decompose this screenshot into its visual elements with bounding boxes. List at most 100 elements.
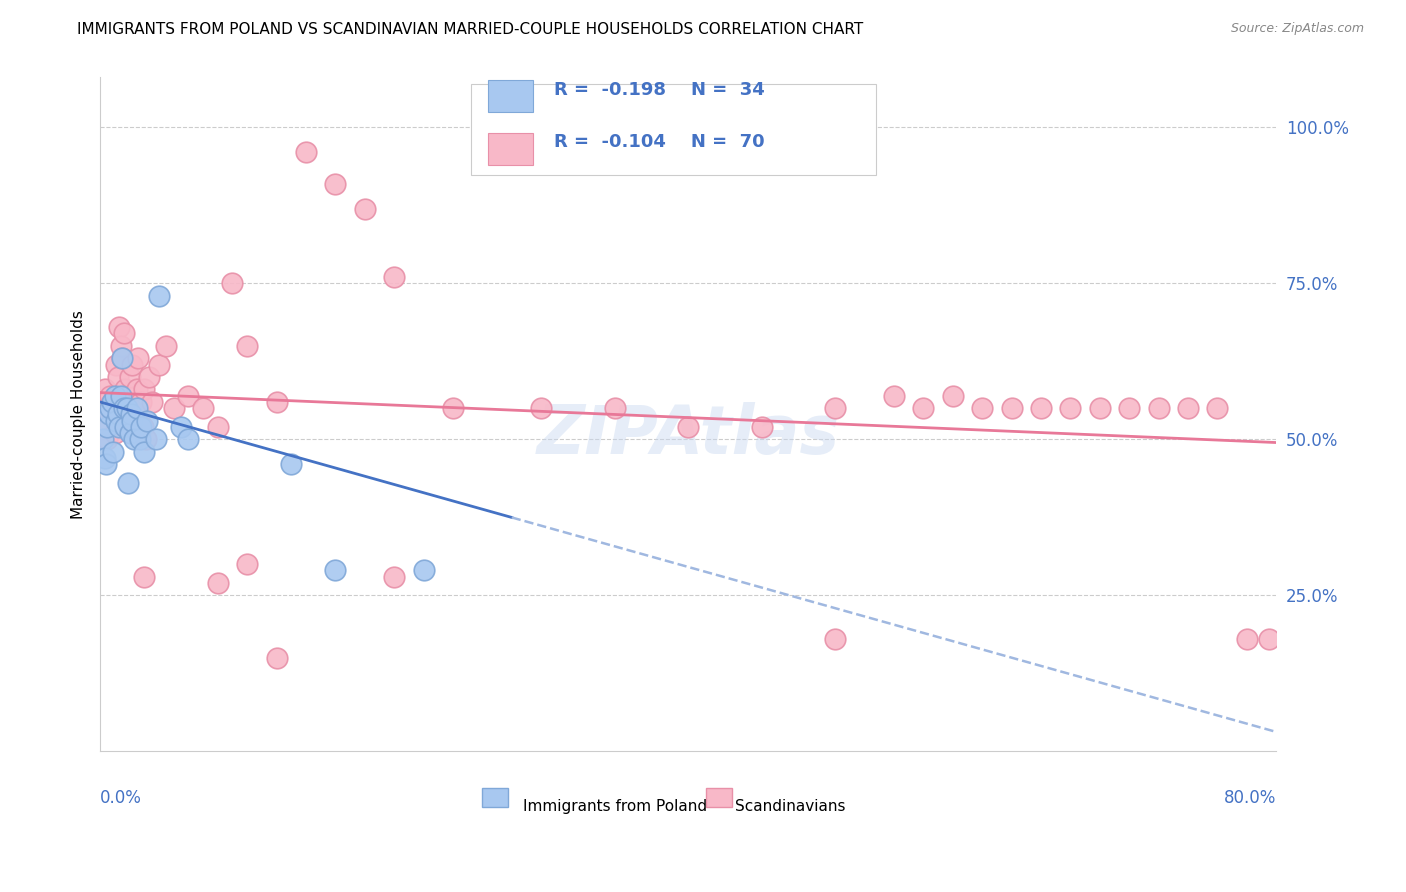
Point [112,401,135,416]
Point [942,389,965,403]
Point [93,383,115,397]
Point [1177,401,1199,416]
Point [266,651,288,665]
Point [134,445,156,459]
Point [323,177,346,191]
Point [97,408,120,422]
Point [136,414,159,428]
Point [883,389,905,403]
FancyBboxPatch shape [482,788,508,806]
Point [382,570,405,584]
Point [141,395,163,409]
Point [412,564,434,578]
Point [148,289,170,303]
Point [121,414,143,428]
Point [207,576,229,591]
Point [1236,632,1258,647]
Point [129,420,152,434]
FancyBboxPatch shape [488,133,533,165]
Point [972,401,994,416]
Point [93,451,115,466]
Point [91,401,114,416]
Text: Source: ZipAtlas.com: Source: ZipAtlas.com [1230,22,1364,36]
Point [280,458,302,472]
Point [122,420,145,434]
Point [94,420,117,434]
Point [824,632,846,647]
Text: IMMIGRANTS FROM POLAND VS SCANDINAVIAN MARRIED-COUPLE HOUSEHOLDS CORRELATION CHA: IMMIGRANTS FROM POLAND VS SCANDINAVIAN M… [77,22,863,37]
Point [114,383,136,397]
Point [107,408,129,422]
Point [138,370,160,384]
Point [323,564,346,578]
FancyBboxPatch shape [488,80,533,112]
Point [132,420,155,434]
Text: Immigrants from Poland: Immigrants from Poland [523,798,707,814]
Point [353,202,375,216]
Point [135,433,157,447]
Point [125,401,148,416]
Point [177,433,200,447]
Point [162,401,184,416]
Point [115,401,138,416]
Point [170,420,193,434]
Point [118,370,141,384]
Point [108,320,131,334]
Point [117,401,139,416]
Point [382,270,405,285]
Point [155,339,177,353]
Point [128,420,150,434]
Text: 80.0%: 80.0% [1223,789,1277,806]
Point [1118,401,1140,416]
Point [1059,401,1081,416]
Point [118,426,141,441]
Point [134,383,156,397]
Point [100,389,122,403]
FancyBboxPatch shape [706,788,731,806]
Point [108,420,131,434]
Point [110,389,132,403]
Point [145,433,167,447]
Y-axis label: Married-couple Households: Married-couple Households [72,310,86,519]
Point [1088,401,1111,416]
Point [1000,401,1022,416]
Point [105,414,128,428]
Point [91,433,114,447]
Text: Scandinavians: Scandinavians [735,798,845,814]
Point [115,389,138,403]
Text: ZIPAtlas: ZIPAtlas [537,401,839,467]
Point [1147,401,1170,416]
Point [221,277,243,291]
Point [103,445,125,459]
Point [110,339,132,353]
Point [111,351,134,366]
Point [912,401,935,416]
Point [121,358,143,372]
Point [129,395,152,409]
Point [1257,632,1279,647]
Point [96,433,118,447]
Point [148,358,170,372]
Point [236,339,259,353]
Point [105,358,128,372]
Text: R =  -0.104    N =  70: R = -0.104 N = 70 [554,134,765,152]
Point [1029,401,1052,416]
Point [676,420,699,434]
Point [97,408,120,422]
Point [125,383,148,397]
Point [120,408,142,422]
Point [120,401,142,416]
Point [111,351,134,366]
Point [117,476,139,491]
Point [603,401,626,416]
Point [94,458,117,472]
Point [107,370,129,384]
Point [134,570,156,584]
Point [824,401,846,416]
Point [128,433,150,447]
Point [112,326,135,341]
Point [1206,401,1229,416]
Point [104,426,127,441]
Point [122,433,145,447]
Point [96,420,118,434]
